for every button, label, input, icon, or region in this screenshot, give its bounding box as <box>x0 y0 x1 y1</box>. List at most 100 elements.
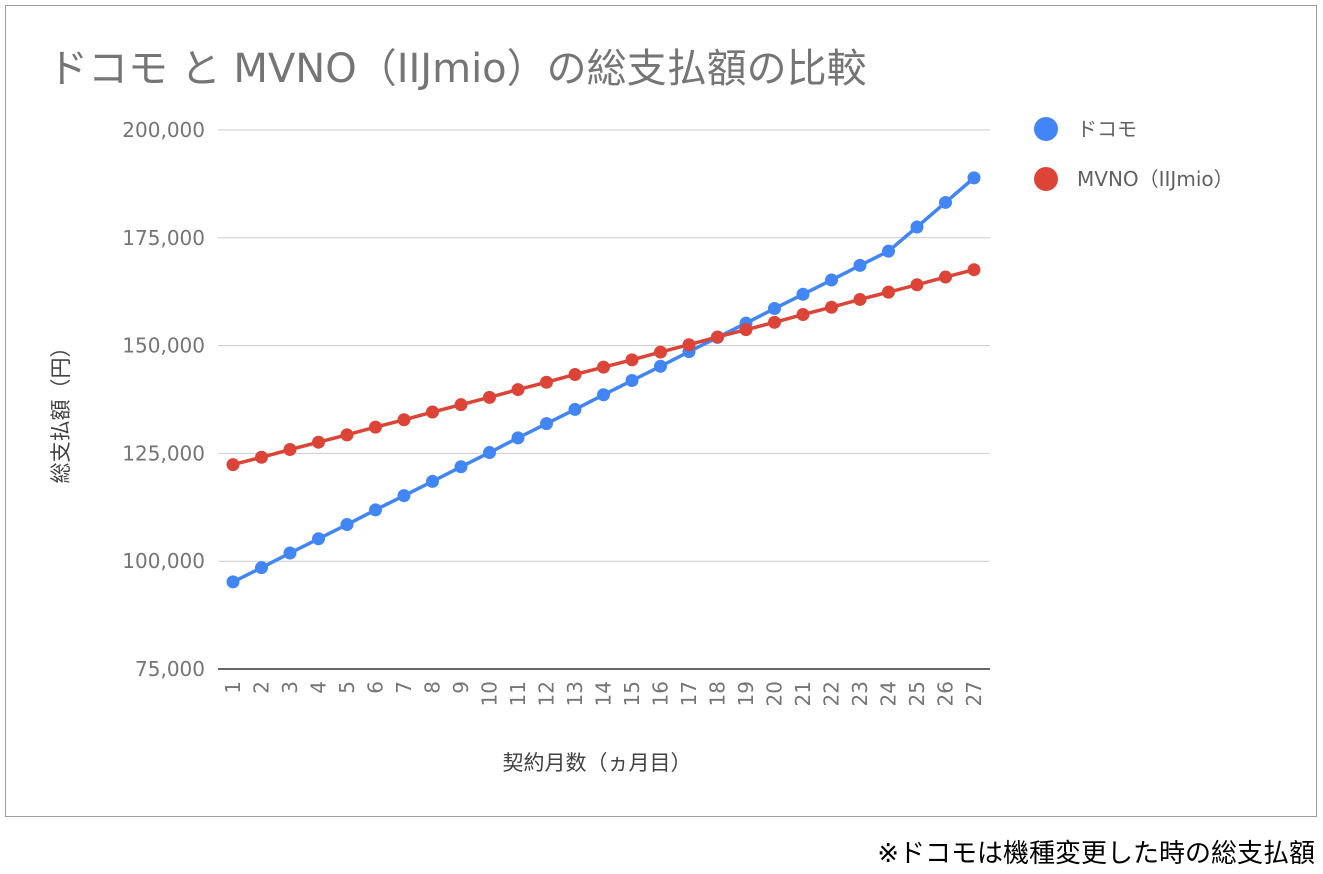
data-point <box>511 383 525 397</box>
data-point <box>682 338 696 352</box>
x-tick-label: 25 <box>905 681 929 706</box>
data-point <box>768 315 781 329</box>
data-point <box>597 388 610 402</box>
x-tick-label: 5 <box>335 681 359 694</box>
x-tick-label: 16 <box>649 681 673 706</box>
data-point <box>654 359 667 373</box>
data-point <box>283 443 297 457</box>
data-point <box>483 446 496 460</box>
x-tick-label: 10 <box>478 681 502 706</box>
data-point <box>540 417 553 431</box>
legend-marker <box>1034 117 1058 141</box>
legend-item: MVNO（IIJmio） <box>1034 167 1234 191</box>
x-tick-label: 6 <box>364 681 388 694</box>
data-point <box>967 171 981 185</box>
x-tick-label: 20 <box>763 681 787 706</box>
data-point <box>369 420 382 434</box>
data-point <box>939 270 952 284</box>
legend-label: ドコモ <box>1077 117 1137 141</box>
series-2 <box>226 263 981 472</box>
data-point <box>711 330 724 344</box>
data-point <box>226 575 240 589</box>
data-point <box>397 489 411 503</box>
legend-label: MVNO（IIJmio） <box>1077 167 1234 191</box>
data-point <box>796 308 810 322</box>
data-point <box>312 435 325 449</box>
data-point <box>625 374 639 388</box>
data-point <box>540 375 553 389</box>
x-tick-label: 23 <box>848 681 872 706</box>
data-point <box>226 458 240 472</box>
data-point <box>625 353 639 367</box>
data-point <box>910 278 924 292</box>
data-point <box>825 273 838 287</box>
x-axis-ticks: 1 2 3 4 5 6 7 8 9 10 11 12 13 14 15 16 17 18 19 20 21 22 23 24 2… <box>221 681 986 706</box>
data-point <box>597 360 610 374</box>
legend: ドコモ MVNO（IIJmio） <box>1034 117 1234 191</box>
y-tick-label: 175,000 <box>122 226 205 250</box>
series-lines <box>226 171 981 589</box>
data-point <box>426 474 439 488</box>
legend-marker <box>1034 167 1058 191</box>
y-axis-title: 総支払額（円） <box>49 337 73 484</box>
data-point <box>910 220 924 234</box>
chart-title: ドコモ と MVNO（IIJmio）の総支払額の比較 <box>48 46 867 92</box>
data-point <box>340 518 354 532</box>
gridlines <box>218 129 990 670</box>
chart-frame <box>5 5 1317 817</box>
data-point <box>255 450 268 464</box>
x-tick-label: 18 <box>706 681 730 706</box>
x-tick-label: 2 <box>250 681 274 694</box>
data-point <box>568 402 582 416</box>
data-point <box>255 561 268 575</box>
line-chart: ドコモ と MVNO（IIJmio）の総支払額の比較 75,000 100,000… <box>48 46 1234 775</box>
x-tick-label: 15 <box>620 681 644 706</box>
data-point <box>967 263 981 277</box>
x-tick-label: 12 <box>535 681 559 706</box>
data-point <box>739 323 753 337</box>
x-tick-label: 21 <box>791 681 815 706</box>
data-point <box>340 428 354 442</box>
data-point <box>825 300 838 314</box>
data-point <box>283 546 297 560</box>
x-axis-title: 契約月数（ヵ月目） <box>503 751 692 775</box>
x-tick-label: 9 <box>449 681 473 694</box>
series-1 <box>226 171 981 589</box>
x-tick-label: 26 <box>934 681 958 706</box>
data-point <box>882 285 895 299</box>
legend-item: ドコモ <box>1034 117 1137 141</box>
y-tick-label: 75,000 <box>135 657 205 681</box>
data-point <box>397 413 411 427</box>
x-tick-label: 3 <box>278 681 302 694</box>
y-tick-label: 150,000 <box>122 334 205 358</box>
x-tick-label: 27 <box>962 681 986 706</box>
data-point <box>796 287 810 301</box>
data-point <box>768 302 781 316</box>
data-point <box>369 503 382 517</box>
data-point <box>853 258 867 272</box>
x-tick-label: 19 <box>734 681 758 706</box>
x-tick-label: 24 <box>877 681 901 706</box>
data-point <box>454 460 468 474</box>
x-tick-label: 7 <box>392 681 416 694</box>
x-tick-label: 4 <box>307 681 331 694</box>
x-tick-label: 17 <box>677 681 701 706</box>
y-tick-label: 100,000 <box>122 549 205 573</box>
data-point <box>483 390 496 404</box>
x-tick-label: 14 <box>592 681 616 706</box>
data-point <box>511 431 525 445</box>
y-tick-label: 200,000 <box>122 118 205 142</box>
data-point <box>312 532 325 546</box>
x-tick-label: 1 <box>221 681 245 694</box>
y-tick-label: 125,000 <box>122 441 205 465</box>
x-tick-label: 13 <box>563 681 587 706</box>
data-point <box>939 195 952 209</box>
x-tick-label: 11 <box>506 681 530 706</box>
data-point <box>853 292 867 306</box>
data-point <box>454 398 468 412</box>
data-point <box>654 345 667 359</box>
footnote: ※ドコモは機種変更した時の総支払額 <box>877 839 1315 869</box>
x-tick-label: 8 <box>421 681 445 694</box>
data-point <box>426 405 439 419</box>
x-tick-label: 22 <box>820 681 844 706</box>
